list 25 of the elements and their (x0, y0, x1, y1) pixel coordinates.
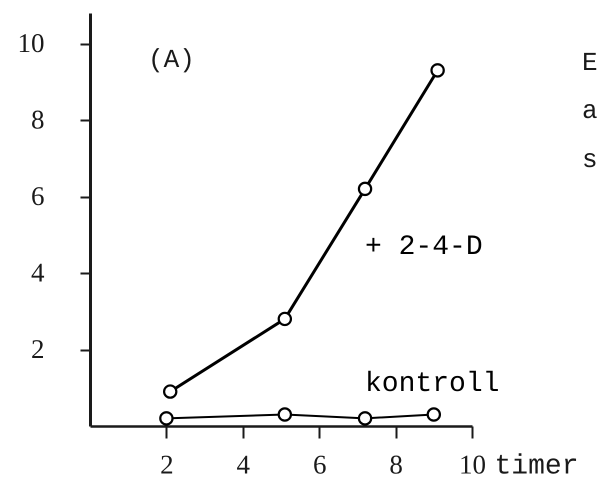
x-tick-label: 4 (236, 450, 251, 477)
y-tick-label: 10 (18, 28, 44, 58)
y-tick-label: 2 (31, 334, 44, 364)
x-tick-label: 8 (389, 450, 403, 477)
x-axis-title: timer (494, 452, 579, 477)
y-tick-label: 8 (31, 104, 44, 135)
text: a (582, 96, 598, 126)
text: s (582, 145, 598, 175)
y-tick-label: 4 (31, 258, 45, 288)
point (278, 312, 292, 326)
point (358, 182, 372, 196)
point (426, 407, 442, 422)
x-tick-label: 10 (459, 450, 486, 477)
point (162, 384, 178, 399)
point (430, 63, 445, 78)
point (159, 411, 174, 426)
annotation: (A) (148, 45, 195, 75)
point (278, 407, 292, 422)
series-label: + 2-4-D (365, 232, 483, 263)
text: E (582, 48, 598, 78)
x-tick-label: 6 (312, 450, 326, 477)
x-tick-label: 2 (160, 450, 174, 477)
y-tick-label: 6 (31, 181, 44, 212)
series-label: kontroll (365, 369, 500, 400)
point (358, 411, 372, 426)
